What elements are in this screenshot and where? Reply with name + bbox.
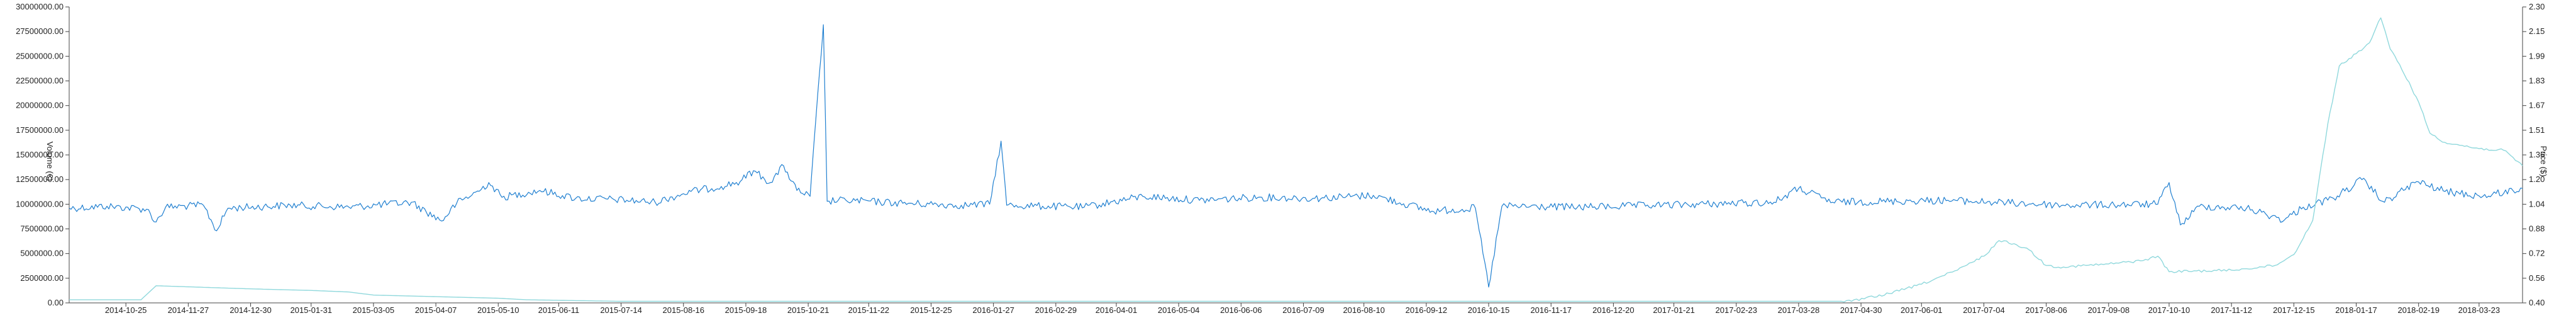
y-right-tick-label: 1.67: [2529, 101, 2545, 110]
x-tick-label: 2017-06-01: [1901, 305, 1943, 315]
y-right-tick-label: 0.56: [2529, 273, 2545, 283]
x-tick-label: 2017-02-23: [1716, 305, 1758, 315]
x-tick-label: 2015-07-14: [600, 305, 642, 315]
x-tick-label: 2015-05-10: [477, 305, 519, 315]
y-left-tick-label: 5000000.00: [20, 249, 64, 258]
x-tick-label: 2015-06-11: [538, 305, 580, 315]
series-layer: [69, 17, 2523, 303]
x-tick-label: 2015-12-25: [910, 305, 952, 315]
x-tick-label: 2017-07-04: [1963, 305, 2005, 315]
y-left-tick-label: 17500000.00: [16, 125, 64, 135]
y-left-tick-label: 10000000.00: [16, 199, 64, 208]
y-left-tick-label: 25000000.00: [16, 51, 64, 60]
y-axis-left-label: Volume (€): [45, 142, 55, 181]
y-left-tick-label: 20000000.00: [16, 101, 64, 110]
x-tick-label: 2018-01-17: [2335, 305, 2377, 315]
ticks-layer: 0.00 2500000.00 5000000.00 7500000.00 100000…: [16, 2, 2545, 315]
x-tick-label: 2016-09-12: [1406, 305, 1448, 315]
x-tick-label: 2015-01-31: [290, 305, 332, 315]
x-tick-label: 2015-10-21: [787, 305, 830, 315]
y-axis-right-label: Price ($): [2539, 145, 2548, 176]
x-tick-label: 2017-04-30: [1840, 305, 1882, 315]
x-tick-label: 2017-03-28: [1778, 305, 1820, 315]
x-tick-label: 2017-01-21: [1653, 305, 1695, 315]
y-right-tick-label: 1.04: [2529, 199, 2545, 208]
x-tick-label: 2015-03-05: [353, 305, 395, 315]
y-left-tick-label: 12500000.00: [16, 174, 64, 184]
x-tick-label: 2016-02-29: [1035, 305, 1077, 315]
x-tick-label: 2017-11-12: [2211, 305, 2252, 315]
y-left-tick-label: 30000000.00: [16, 2, 64, 11]
y-right-tick-label: 1.51: [2529, 125, 2545, 135]
y-right-tick-label: 0.72: [2529, 249, 2545, 258]
y-right-tick-label: 1.83: [2529, 76, 2545, 86]
x-tick-label: 2016-10-15: [1468, 305, 1510, 315]
x-tick-label: 2017-08-06: [2025, 305, 2067, 315]
x-tick-label: 2016-12-20: [1592, 305, 1635, 315]
y-right-tick-label: 0.88: [2529, 224, 2545, 234]
y-right-tick-label: 0.40: [2529, 298, 2545, 307]
y-left-tick-label: 22500000.00: [16, 76, 64, 86]
x-tick-label: 2016-04-01: [1096, 305, 1138, 315]
x-tick-label: 2017-12-15: [2273, 305, 2315, 315]
series-line-volume: [69, 24, 2523, 288]
y-left-tick-label: 0.00: [48, 298, 64, 307]
x-tick-label: 2017-09-08: [2088, 305, 2130, 315]
y-left-tick-label: 2500000.00: [20, 273, 64, 283]
x-tick-label: 2018-02-19: [2397, 305, 2440, 315]
x-tick-label: 2015-04-07: [415, 305, 457, 315]
x-tick-label: 2018-03-23: [2458, 305, 2501, 315]
x-tick-label: 2015-11-22: [848, 305, 890, 315]
y-right-tick-label: 1.20: [2529, 174, 2545, 184]
y-left-tick-label: 27500000.00: [16, 26, 64, 36]
x-tick-label: 2017-10-10: [2148, 305, 2190, 315]
x-tick-label: 2014-11-27: [168, 305, 209, 315]
y-right-tick-label: 1.99: [2529, 51, 2545, 60]
x-tick-label: 2015-08-16: [663, 305, 705, 315]
axes-layer: [69, 7, 2523, 304]
y-right-tick-label: 2.30: [2529, 2, 2545, 11]
y-right-tick-label: 1.36: [2529, 150, 2545, 159]
y-right-tick-label: 2.15: [2529, 26, 2545, 36]
x-tick-label: 2015-09-18: [725, 305, 767, 315]
x-tick-label: 2016-07-09: [1282, 305, 1324, 315]
x-tick-label: 2016-01-27: [972, 305, 1014, 315]
x-tick-label: 2014-12-30: [230, 305, 272, 315]
x-tick-label: 2016-11-17: [1530, 305, 1572, 315]
x-tick-label: 2016-08-10: [1343, 305, 1385, 315]
y-left-tick-label: 7500000.00: [20, 224, 64, 234]
x-tick-label: 2016-05-04: [1158, 305, 1200, 315]
y-left-tick-label: 15000000.00: [16, 150, 64, 159]
series-line-price: [69, 17, 2523, 303]
x-tick-label: 2014-10-25: [105, 305, 147, 315]
x-tick-label: 2016-06-06: [1220, 305, 1262, 315]
